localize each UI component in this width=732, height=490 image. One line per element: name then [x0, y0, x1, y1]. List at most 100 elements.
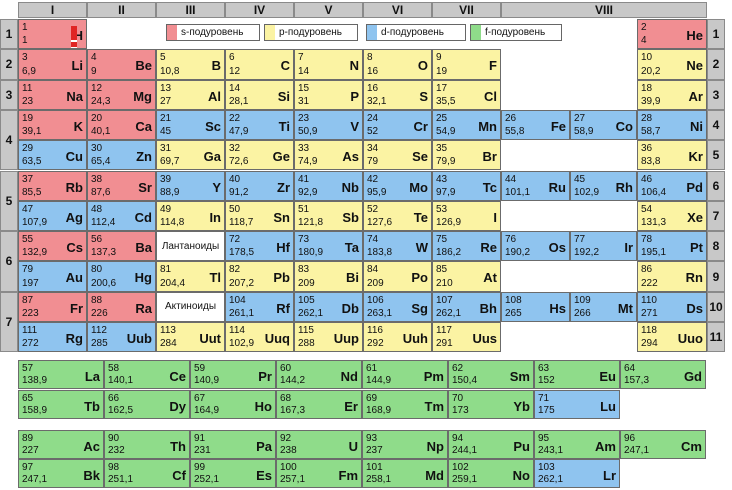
- element-cell-ag[interactable]: 47 107,9 Ag: [18, 200, 87, 232]
- element-cell-bi[interactable]: 83 209 Bi: [294, 261, 363, 292]
- element-cell-uus[interactable]: 117 291 Uus: [432, 322, 501, 353]
- element-cell-pr[interactable]: 59 140,9 Pr: [190, 360, 276, 389]
- element-cell-k[interactable]: 19 39,1 K: [18, 109, 87, 141]
- element-cell-p[interactable]: 15 31 P: [294, 79, 363, 110]
- element-cell-sn[interactable]: 50 118,7 Sn: [225, 200, 294, 232]
- element-cell-br[interactable]: 35 79,9 Br: [432, 140, 501, 171]
- element-cell-uuo[interactable]: 118 294 Uuo: [637, 322, 707, 353]
- element-cell-mg[interactable]: 12 24,3 Mg: [87, 79, 156, 110]
- element-cell-ce[interactable]: 58 140,1 Ce: [104, 360, 190, 389]
- element-cell-pd[interactable]: 46 106,4 Pd: [637, 170, 707, 201]
- element-cell-b[interactable]: 5 10,8 B: [156, 49, 225, 80]
- element-cell-uup[interactable]: 115 288 Uup: [294, 322, 363, 353]
- element-cell-f[interactable]: 9 19 F: [432, 49, 501, 80]
- element-cell-tl[interactable]: 81 204,4 Tl: [156, 261, 225, 292]
- element-cell-s[interactable]: 16 32,1 S: [363, 79, 432, 110]
- element-cell-xe[interactable]: 54 131,3 Xe: [637, 200, 707, 232]
- element-cell-th[interactable]: 90 232 Th: [104, 430, 190, 459]
- element-cell-ti[interactable]: 22 47,9 Ti: [225, 109, 294, 141]
- element-cell-kr[interactable]: 36 83,8 Kr: [637, 140, 707, 171]
- element-cell-be[interactable]: 4 9 Be: [87, 49, 156, 80]
- element-cell-re[interactable]: 75 186,2 Re: [432, 231, 501, 262]
- element-cell-mn[interactable]: 25 54,9 Mn: [432, 109, 501, 141]
- element-cell-sg[interactable]: 106 263,1 Sg: [363, 291, 432, 322]
- element-cell-ds[interactable]: 110 271 Ds: [637, 291, 707, 322]
- element-cell-bh[interactable]: 107 262,1 Bh: [432, 291, 501, 322]
- element-cell-n[interactable]: 7 14 N: [294, 49, 363, 80]
- element-cell-tb[interactable]: 65 158,9 Tb: [18, 390, 104, 419]
- element-cell-sr[interactable]: 38 87,6 Sr: [87, 170, 156, 201]
- element-cell-mt[interactable]: 109 266 Mt: [570, 291, 637, 322]
- element-cell-tm[interactable]: 69 168,9 Tm: [362, 390, 448, 419]
- element-cell-cl[interactable]: 17 35,5 Cl: [432, 79, 501, 110]
- element-cell-as[interactable]: 33 74,9 As: [294, 140, 363, 171]
- element-cell-cs[interactable]: 55 132,9 Cs: [18, 231, 87, 262]
- element-cell-os[interactable]: 76 190,2 Os: [501, 231, 570, 262]
- element-cell-na[interactable]: 11 23 Na: [18, 79, 87, 110]
- element-cell-hg[interactable]: 80 200,6 Hg: [87, 261, 156, 292]
- element-cell-po[interactable]: 84 209 Po: [363, 261, 432, 292]
- element-cell-yb[interactable]: 70 173 Yb: [448, 390, 534, 419]
- element-cell-rn[interactable]: 86 222 Rn: [637, 261, 707, 292]
- element-cell-ra[interactable]: 88 226 Ra: [87, 291, 156, 322]
- element-cell-bk[interactable]: 97 247,1 Bk: [18, 459, 104, 488]
- element-cell-tc[interactable]: 43 97,9 Tc: [432, 170, 501, 201]
- element-cell-zr[interactable]: 40 91,2 Zr: [225, 170, 294, 201]
- element-cell-sm[interactable]: 62 150,4 Sm: [448, 360, 534, 389]
- element-cell-ba[interactable]: 56 137,3 Ba: [87, 231, 156, 262]
- element-cell-ho[interactable]: 67 164,9 Ho: [190, 390, 276, 419]
- element-cell-np[interactable]: 93 237 Np: [362, 430, 448, 459]
- element-cell-hs[interactable]: 108 265 Hs: [501, 291, 570, 322]
- element-cell-uuq[interactable]: 114 102,9 Uuq: [225, 322, 294, 353]
- element-cell-sc[interactable]: 21 45 Sc: [156, 109, 225, 141]
- element-cell-cm[interactable]: 96 247,1 Cm: [620, 430, 706, 459]
- element-cell-pb[interactable]: 82 207,2 Pb: [225, 261, 294, 292]
- element-cell-o[interactable]: 8 16 O: [363, 49, 432, 80]
- element-cell-rh[interactable]: 45 102,9 Rh: [570, 170, 637, 201]
- element-cell-co[interactable]: 27 58,9 Co: [570, 109, 637, 141]
- element-cell-pt[interactable]: 78 195,1 Pt: [637, 231, 707, 262]
- element-cell-rg[interactable]: 111 272 Rg: [18, 322, 87, 353]
- element-cell-in[interactable]: 49 114,8 In: [156, 200, 225, 232]
- element-cell-uub[interactable]: 112 285 Uub: [87, 322, 156, 353]
- element-cell-nd[interactable]: 60 144,2 Nd: [276, 360, 362, 389]
- element-cell-uuh[interactable]: 116 292 Uuh: [363, 322, 432, 353]
- element-cell-no[interactable]: 102 259,1 No: [448, 459, 534, 488]
- element-cell-eu[interactable]: 63 152 Eu: [534, 360, 620, 389]
- element-cell-hf[interactable]: 72 178,5 Hf: [225, 231, 294, 262]
- element-cell-ac[interactable]: 89 227 Ac: [18, 430, 104, 459]
- element-cell-i[interactable]: 53 126,9 I: [432, 200, 501, 232]
- element-cell-se[interactable]: 34 79 Se: [363, 140, 432, 171]
- element-cell-uut[interactable]: 113 284 Uut: [156, 322, 225, 353]
- element-cell-er[interactable]: 68 167,3 Er: [276, 390, 362, 419]
- element-cell-dy[interactable]: 66 162,5 Dy: [104, 390, 190, 419]
- element-cell-c[interactable]: 6 12 C: [225, 49, 294, 80]
- element-cell-fr[interactable]: 87 223 Fr: [18, 291, 87, 322]
- element-cell-au[interactable]: 79 197 Au: [18, 261, 87, 292]
- element-cell-rf[interactable]: 104 261,1 Rf: [225, 291, 294, 322]
- element-cell-pm[interactable]: 61 144,9 Pm: [362, 360, 448, 389]
- element-cell-u[interactable]: 92 238 U: [276, 430, 362, 459]
- element-cell-cr[interactable]: 24 52 Cr: [363, 109, 432, 141]
- element-cell-ir[interactable]: 77 192,2 Ir: [570, 231, 637, 262]
- element-cell-he[interactable]: 2 4 He: [637, 19, 707, 50]
- element-cell-si[interactable]: 14 28,1 Si: [225, 79, 294, 110]
- element-cell-sb[interactable]: 51 121,8 Sb: [294, 200, 363, 232]
- element-cell-pu[interactable]: 94 244,1 Pu: [448, 430, 534, 459]
- element-cell-cf[interactable]: 98 251,1 Cf: [104, 459, 190, 488]
- element-cell-nb[interactable]: 41 92,9 Nb: [294, 170, 363, 201]
- element-cell-db[interactable]: 105 262,1 Db: [294, 291, 363, 322]
- element-cell-zn[interactable]: 30 65,4 Zn: [87, 140, 156, 171]
- element-cell-cu[interactable]: 29 63,5 Cu: [18, 140, 87, 171]
- element-cell-fe[interactable]: 26 55,8 Fe: [501, 109, 570, 141]
- element-cell-at[interactable]: 85 210 At: [432, 261, 501, 292]
- element-cell-te[interactable]: 52 127,6 Te: [363, 200, 432, 232]
- element-cell-rb[interactable]: 37 85,5 Rb: [18, 170, 87, 201]
- element-cell-w[interactable]: 74 183,8 W: [363, 231, 432, 262]
- element-cell-am[interactable]: 95 243,1 Am: [534, 430, 620, 459]
- element-cell-li[interactable]: 3 6,9 Li: [18, 49, 87, 80]
- element-cell-la[interactable]: 57 138,9 La: [18, 360, 104, 389]
- element-cell-mo[interactable]: 42 95,9 Mo: [363, 170, 432, 201]
- element-cell-v[interactable]: 23 50,9 V: [294, 109, 363, 141]
- element-cell-y[interactable]: 39 88,9 Y: [156, 170, 225, 201]
